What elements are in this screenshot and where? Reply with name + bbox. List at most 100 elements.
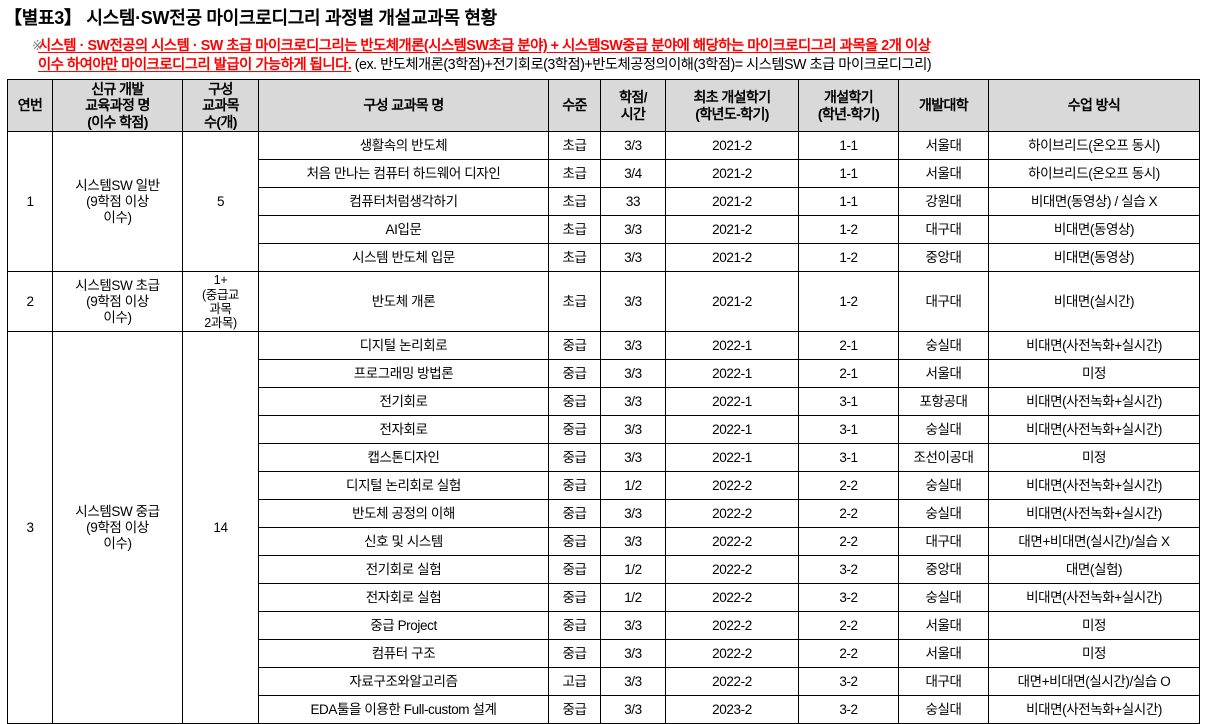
cell-class-mode: 대면(실험) bbox=[988, 555, 1200, 585]
table-row: 1 시스템SW 일반 (9학점 이상 이수) 5 생활속의 반도체 초급 3/3 2021-2 1… bbox=[7, 131, 1200, 273]
cell-offered-term: 1-2 bbox=[798, 215, 899, 245]
cell-course-name: 컴퓨터처럼생각하기 bbox=[258, 187, 549, 217]
cell-offered-term: 3-2 bbox=[798, 667, 899, 697]
cell-offered-term: 1-1 bbox=[798, 131, 899, 161]
header-seq-line1: 연번 bbox=[17, 97, 43, 114]
table-row: 처음 만나는 컴퓨터 하드웨어 디자인 초급 3/4 2021-2 1-1 서울대 하이브리… bbox=[8, 159, 1200, 189]
cell-first-offered-term: 2022-1 bbox=[665, 415, 799, 445]
cell-first-offered-term: 2022-2 bbox=[665, 471, 799, 501]
cell-level: 중급 bbox=[548, 359, 601, 389]
cell-offered-term: 2-1 bbox=[798, 359, 899, 389]
header-mode-line1: 수업 방식 bbox=[1067, 97, 1121, 114]
cell-class-mode: 비대면(사전녹화+실시간) bbox=[988, 331, 1200, 361]
cell-course-name: 자료구조와알고리즘 bbox=[258, 667, 549, 697]
cell-course-name: 중급 Project bbox=[258, 611, 549, 641]
cell-offered-term: 2-2 bbox=[798, 639, 899, 669]
cell-course-name: 생활속의 반도체 bbox=[258, 131, 549, 161]
cell-level: 초급 bbox=[548, 159, 601, 189]
cell-course-name: 반도체 공정의 이해 bbox=[258, 499, 549, 529]
table-row: 전자회로 실험 중급 1/2 2022-2 3-2 숭실대 비대면(사전녹화+실시간) bbox=[8, 583, 1200, 613]
cell-first-offered-term: 2023-2 bbox=[665, 695, 799, 724]
header-count-line3: 수(개) bbox=[204, 113, 237, 130]
table-header: 연번 신규 개발 교육과정 명 (이수 학점) 구성 교과목 수(개) 구성 교… bbox=[7, 78, 1200, 133]
cell-course-name: AI입문 bbox=[258, 215, 549, 245]
cell-level: 중급 bbox=[548, 443, 601, 473]
cell-level: 중급 bbox=[548, 555, 601, 585]
cell-program-name: 시스템SW 초급 (9학점 이상 이수) bbox=[52, 271, 183, 333]
notice-text-line2: 이수 하여야만 마이크로디그리 발급이 가능하게 됩니다. bbox=[38, 57, 352, 74]
notice-example-text: (ex. 반도체개론(3학점)+전기회로(3학점)+반도체공정의이해(3학점)=… bbox=[351, 57, 932, 74]
cell-level: 중급 bbox=[548, 527, 601, 557]
table-header-row: 연번 신규 개발 교육과정 명 (이수 학점) 구성 교과목 수(개) 구성 교… bbox=[7, 78, 1200, 133]
cell-credit-hours: 3/3 bbox=[600, 695, 666, 724]
cell-level: 중급 bbox=[548, 695, 601, 724]
cell-class-mode: 미정 bbox=[988, 639, 1200, 669]
cell-first-offered-term: 2022-1 bbox=[665, 359, 799, 389]
column-header-course: 구성 교과목 명 bbox=[258, 78, 549, 133]
cell-offered-term: 1-2 bbox=[798, 271, 899, 333]
cell-offered-term: 3-2 bbox=[798, 583, 899, 613]
cell-credit-hours: 1/2 bbox=[600, 583, 666, 613]
cell-course-count: 5 bbox=[182, 131, 259, 273]
cell-course-name: 전기회로 실험 bbox=[258, 555, 549, 585]
cell-developing-university: 강원대 bbox=[898, 187, 989, 217]
cell-first-offered-term: 2022-2 bbox=[665, 639, 799, 669]
cell-first-offered-term: 2022-2 bbox=[665, 499, 799, 529]
table-row: AI입문 초급 3/3 2021-2 1-2 대구대 비대면(동영상) bbox=[8, 215, 1200, 245]
cell-developing-university: 숭실대 bbox=[898, 583, 989, 613]
cell-developing-university: 대구대 bbox=[898, 527, 989, 557]
cell-developing-university: 포항공대 bbox=[898, 387, 989, 417]
cell-first-offered-term: 2022-2 bbox=[665, 527, 799, 557]
cell-course-name: 프로그래밍 방법론 bbox=[258, 359, 549, 389]
cell-course-name: 캡스톤디자인 bbox=[258, 443, 549, 473]
cell-class-mode: 미정 bbox=[988, 359, 1200, 389]
column-header-first-term: 최초 개설학기 (학년도-학기) bbox=[665, 78, 799, 133]
header-first-term-line1: 최초 개설학기 bbox=[693, 89, 772, 106]
cell-offered-term: 3-1 bbox=[798, 443, 899, 473]
column-header-program: 신규 개발 교육과정 명 (이수 학점) bbox=[52, 78, 183, 133]
cell-course-name: 시스템 반도체 입문 bbox=[258, 243, 549, 273]
cell-credit-hours: 3/3 bbox=[600, 611, 666, 641]
cell-course-name: 전자회로 실험 bbox=[258, 583, 549, 613]
table-body: 1 시스템SW 일반 (9학점 이상 이수) 5 생활속의 반도체 초급 3/3 2021-2 1… bbox=[7, 131, 1200, 724]
header-term-line1: 개설학기 bbox=[823, 89, 874, 106]
cell-course-name: 디지털 논리회로 bbox=[258, 331, 549, 361]
cell-offered-term: 2-2 bbox=[798, 611, 899, 641]
cell-first-offered-term: 2021-2 bbox=[665, 131, 799, 161]
cell-offered-term: 3-1 bbox=[798, 415, 899, 445]
cell-credit-hours: 1/2 bbox=[600, 471, 666, 501]
header-university-line1: 개발대학 bbox=[918, 97, 969, 114]
header-count-line1: 구성 bbox=[208, 80, 233, 97]
cell-course-name: 전기회로 bbox=[258, 387, 549, 417]
table-row: 자료구조와알고리즘 고급 3/3 2022-2 3-2 대구대 대면+비대면(실시간)/실습… bbox=[8, 667, 1200, 697]
cell-developing-university: 서울대 bbox=[898, 131, 989, 161]
cell-credit-hours: 3/3 bbox=[600, 271, 666, 333]
cell-developing-university: 중앙대 bbox=[898, 555, 989, 585]
cell-class-mode: 대면+비대면(실시간)/실습 O bbox=[988, 667, 1200, 697]
cell-first-offered-term: 2022-1 bbox=[665, 331, 799, 361]
table-row: 프로그래밍 방법론 중급 3/3 2022-1 2-1 서울대 미정 bbox=[8, 359, 1200, 389]
cell-credit-hours: 33 bbox=[600, 187, 666, 217]
cell-level: 초급 bbox=[548, 187, 601, 217]
cell-class-mode: 비대면(사전녹화+실시간) bbox=[988, 499, 1200, 529]
cell-class-mode: 비대면(실시간) bbox=[988, 271, 1200, 333]
header-program-line3: (이수 학점) bbox=[87, 113, 148, 130]
curriculum-table: 연번 신규 개발 교육과정 명 (이수 학점) 구성 교과목 수(개) 구성 교… bbox=[7, 78, 1200, 724]
cell-developing-university: 서울대 bbox=[898, 611, 989, 641]
cell-credit-hours: 3/3 bbox=[600, 415, 666, 445]
table-row: 전기회로 중급 3/3 2022-1 3-1 포항공대 비대면(사전녹화+실시간) bbox=[8, 387, 1200, 417]
cell-level: 중급 bbox=[548, 499, 601, 529]
cell-first-offered-term: 2022-2 bbox=[665, 555, 799, 585]
cell-offered-term: 2-2 bbox=[798, 499, 899, 529]
cell-first-offered-term: 2022-1 bbox=[665, 443, 799, 473]
cell-developing-university: 대구대 bbox=[898, 215, 989, 245]
table-row: 반도체 공정의 이해 중급 3/3 2022-2 2-2 숭실대 비대면(사전녹화+실시간) bbox=[8, 499, 1200, 529]
cell-first-offered-term: 2022-2 bbox=[665, 611, 799, 641]
cell-developing-university: 숭실대 bbox=[898, 415, 989, 445]
header-credit-line2: 시간 bbox=[620, 105, 646, 122]
cell-level: 고급 bbox=[548, 667, 601, 697]
cell-first-offered-term: 2022-2 bbox=[665, 583, 799, 613]
cell-credit-hours: 3/3 bbox=[600, 131, 666, 161]
cell-class-mode: 미정 bbox=[988, 443, 1200, 473]
cell-course-count: 1+ (중급교 과목 2과목) bbox=[182, 271, 259, 333]
